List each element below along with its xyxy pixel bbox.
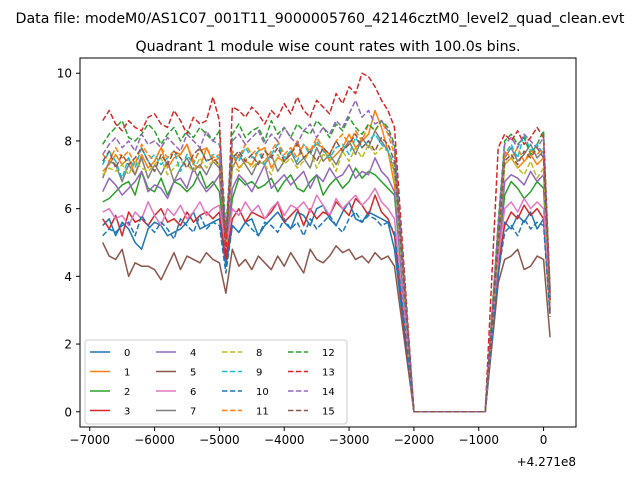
series-line-13: [102, 72, 551, 413]
legend-label-4: 4: [190, 348, 196, 359]
x-tick-label: −5000: [199, 433, 240, 447]
legend-label-2: 2: [124, 387, 130, 398]
legend-label-1: 1: [124, 368, 130, 379]
y-tick-label: 4: [64, 270, 72, 284]
series-line-15: [102, 133, 551, 413]
legend-label-0: 0: [124, 348, 130, 359]
chart-title: Quadrant 1 module wise count rates with …: [135, 39, 520, 55]
y-axis-ticks: 0 2 4 6 8 10: [57, 67, 80, 419]
x-tick-label: −3000: [329, 433, 370, 447]
legend-box: [84, 339, 348, 425]
legend-label-6: 6: [190, 387, 196, 398]
legend-label-14: 14: [322, 387, 335, 398]
plot-frame: [79, 57, 577, 428]
x-tick-label: 0: [540, 433, 548, 447]
y-tick-label: 8: [64, 134, 72, 148]
x-tick-label: −7000: [69, 433, 110, 447]
x-offset-label: +4.271e8: [517, 455, 576, 469]
legend-label-8: 8: [256, 348, 262, 359]
y-tick-label: 10: [57, 67, 72, 81]
x-tick-label: −1000: [458, 433, 499, 447]
legend-label-7: 7: [190, 407, 196, 418]
legend-label-13: 13: [322, 368, 335, 379]
y-tick-label: 2: [64, 338, 72, 352]
y-tick-label: 6: [64, 202, 72, 216]
legend-label-9: 9: [256, 368, 262, 379]
x-axis-ticks: −7000 −6000 −5000 −4000 −3000 −2000 −1000 0: [69, 427, 547, 447]
x-tick-label: −4000: [264, 433, 305, 447]
legend-label-11: 11: [256, 407, 269, 418]
legend-label-12: 12: [322, 348, 335, 359]
figure-suptitle: Data file: modeM0/AS1C07_001T11_90000057…: [16, 11, 625, 27]
x-tick-label: −2000: [394, 433, 435, 447]
x-tick-label: −6000: [134, 433, 175, 447]
legend-label-5: 5: [190, 368, 196, 379]
legend-label-15: 15: [322, 407, 335, 418]
series-lines: [101, 72, 551, 413]
y-tick-label: 0: [64, 405, 72, 419]
legend-label-3: 3: [124, 407, 130, 418]
legend-label-10: 10: [256, 387, 269, 398]
series-line-14: [102, 99, 551, 413]
